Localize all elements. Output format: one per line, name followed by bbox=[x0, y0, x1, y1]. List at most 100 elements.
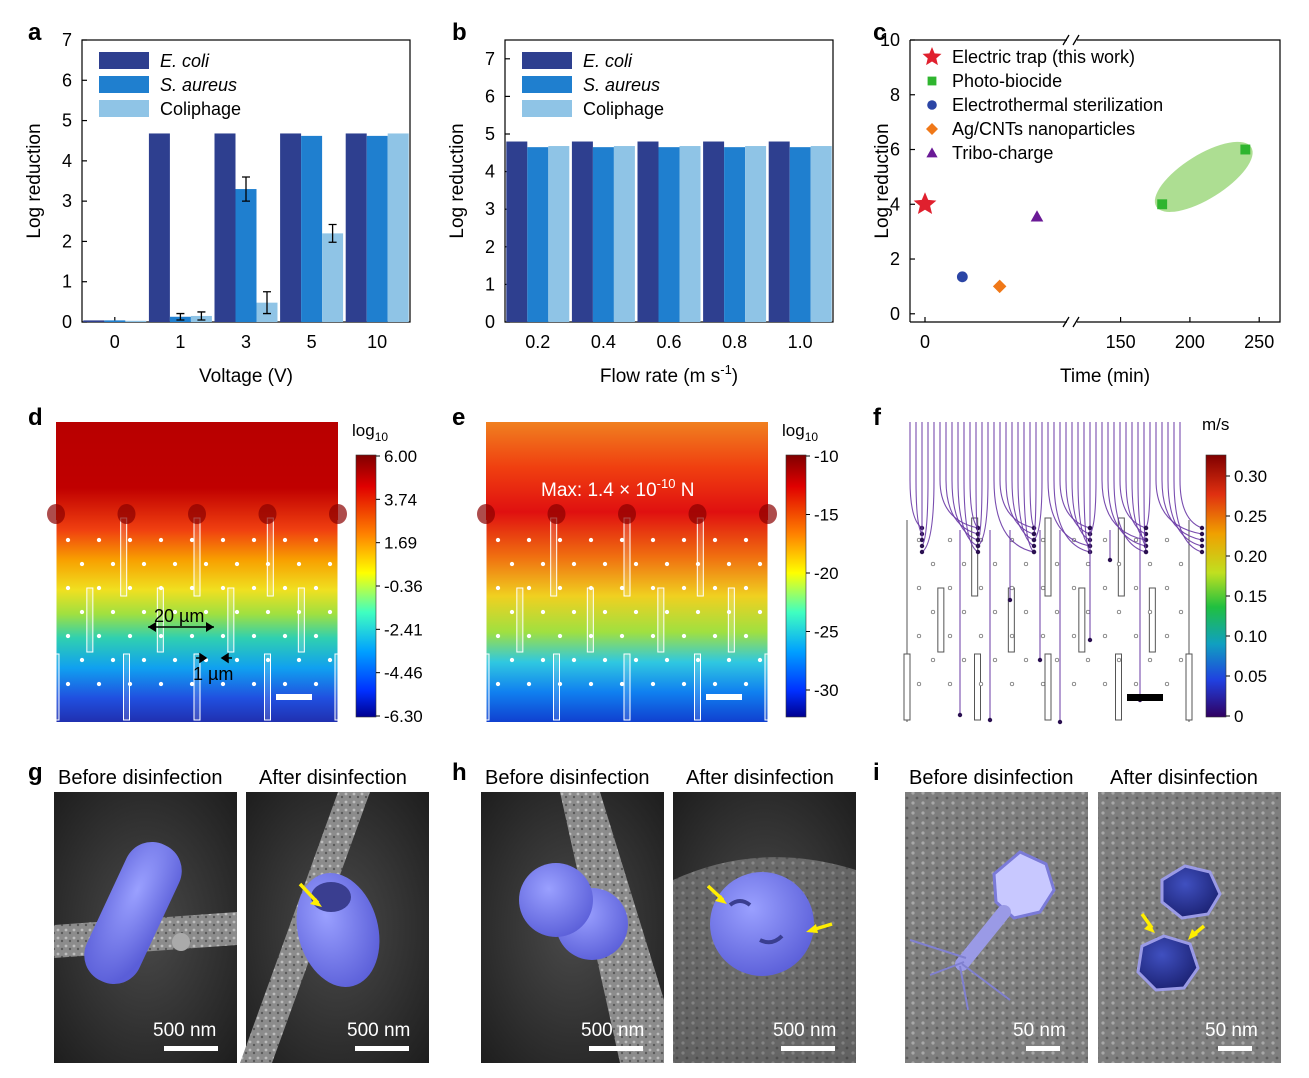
trapped-particle bbox=[975, 549, 981, 555]
legend-marker-c bbox=[926, 123, 938, 135]
particle bbox=[79, 657, 85, 663]
particle bbox=[1040, 633, 1046, 639]
electrode-pillar bbox=[193, 517, 201, 597]
particle bbox=[509, 609, 515, 615]
particle bbox=[1164, 633, 1170, 639]
particle bbox=[509, 657, 515, 663]
bar-b bbox=[637, 141, 659, 322]
colorbar-tick-label: 0.10 bbox=[1234, 627, 1267, 646]
bar-b bbox=[745, 146, 767, 322]
field-map-e bbox=[486, 422, 768, 722]
y-tick-label: 0 bbox=[62, 312, 72, 332]
colorbar-title-e: log10 bbox=[782, 421, 818, 444]
bar-a bbox=[280, 133, 302, 322]
particle bbox=[633, 657, 639, 663]
trapped-particle bbox=[919, 549, 925, 555]
particle bbox=[96, 633, 102, 639]
streamline bbox=[1089, 422, 1097, 535]
trapped-particle bbox=[1199, 537, 1205, 543]
arrowhead-i-1 bbox=[1144, 923, 1155, 933]
particle bbox=[664, 561, 670, 567]
particle bbox=[650, 681, 656, 687]
electrode-tip bbox=[117, 504, 136, 524]
particle bbox=[158, 585, 164, 591]
wrinkles-h bbox=[728, 899, 784, 945]
trapped-particle bbox=[1031, 537, 1037, 543]
streamline bbox=[1017, 422, 1035, 547]
particle bbox=[220, 681, 226, 687]
streamline bbox=[1125, 422, 1147, 535]
streamline bbox=[977, 422, 983, 541]
particle bbox=[265, 657, 271, 663]
particle bbox=[220, 633, 226, 639]
electrode-tip bbox=[618, 504, 636, 524]
particle bbox=[947, 537, 953, 543]
streamline bbox=[1131, 422, 1147, 541]
trapped-particle bbox=[975, 537, 981, 543]
particle bbox=[619, 585, 625, 591]
particle bbox=[1178, 657, 1184, 663]
x-tick-label: 5 bbox=[307, 332, 317, 352]
particle bbox=[1071, 585, 1077, 591]
x-tick-label: 1.0 bbox=[788, 332, 813, 352]
highlight-ellipse bbox=[1154, 141, 1253, 212]
particle bbox=[189, 681, 195, 687]
particle bbox=[234, 609, 240, 615]
electrode-pillar bbox=[657, 587, 665, 653]
bar-a bbox=[83, 320, 105, 322]
legend-marker-c bbox=[927, 100, 937, 110]
colorbar-f bbox=[1205, 454, 1227, 718]
electrode-pillar bbox=[1148, 587, 1156, 653]
trapped-particle bbox=[957, 712, 963, 718]
particle bbox=[726, 561, 732, 567]
streamline bbox=[1083, 422, 1091, 553]
particle bbox=[313, 633, 319, 639]
colorbar-tick-label: 0.30 bbox=[1234, 467, 1267, 486]
error-bar bbox=[242, 176, 250, 202]
bar-b bbox=[724, 147, 746, 322]
streamline bbox=[951, 422, 979, 541]
particle bbox=[650, 537, 656, 543]
particle bbox=[712, 585, 718, 591]
electrode-pillar bbox=[586, 587, 594, 653]
particle bbox=[1164, 585, 1170, 591]
particle bbox=[588, 681, 594, 687]
panel-label-c: c bbox=[873, 19, 886, 46]
particle bbox=[141, 657, 147, 663]
dim-arrows-gap bbox=[196, 652, 232, 664]
particle bbox=[1116, 561, 1122, 567]
caption-i-before: Before disinfection bbox=[909, 767, 1074, 789]
legend-label-c: Ag/CNTs nanoparticles bbox=[952, 119, 1135, 139]
dim-label-spacing: 20 µm bbox=[154, 606, 204, 626]
scale-bar-g-after bbox=[355, 1046, 409, 1051]
data-point-c bbox=[913, 192, 937, 214]
streamline bbox=[1155, 422, 1203, 535]
error-bar bbox=[263, 291, 271, 315]
electrode-pillar bbox=[52, 653, 60, 721]
x-tick-label: 1 bbox=[175, 332, 185, 352]
trapped-particle bbox=[919, 537, 925, 543]
particle bbox=[602, 561, 608, 567]
particle bbox=[619, 681, 625, 687]
streamline bbox=[977, 422, 989, 547]
streamline bbox=[1059, 422, 1091, 529]
particle bbox=[1133, 633, 1139, 639]
particle bbox=[313, 585, 319, 591]
particle bbox=[1133, 537, 1139, 543]
particle bbox=[1147, 609, 1153, 615]
colorbar-ticks-e: -10 -15 -20 -25 -30 bbox=[806, 447, 839, 700]
streamline bbox=[1137, 422, 1147, 547]
bar-a bbox=[301, 135, 323, 322]
streamline bbox=[1053, 422, 1091, 553]
electrode-pillar bbox=[971, 517, 979, 597]
particle bbox=[961, 657, 967, 663]
particle bbox=[96, 585, 102, 591]
scale-bar-g-before bbox=[164, 1046, 218, 1051]
bar-a bbox=[345, 133, 367, 322]
data-point-c bbox=[992, 279, 1007, 294]
micrograph-panel-h: Before disinfection After disinfection 5… bbox=[481, 767, 856, 1063]
bar-b bbox=[789, 147, 811, 322]
axis-break-bottom bbox=[1062, 316, 1080, 328]
particle bbox=[65, 537, 71, 543]
scale-label-h-after: 500 nm bbox=[773, 1020, 836, 1041]
